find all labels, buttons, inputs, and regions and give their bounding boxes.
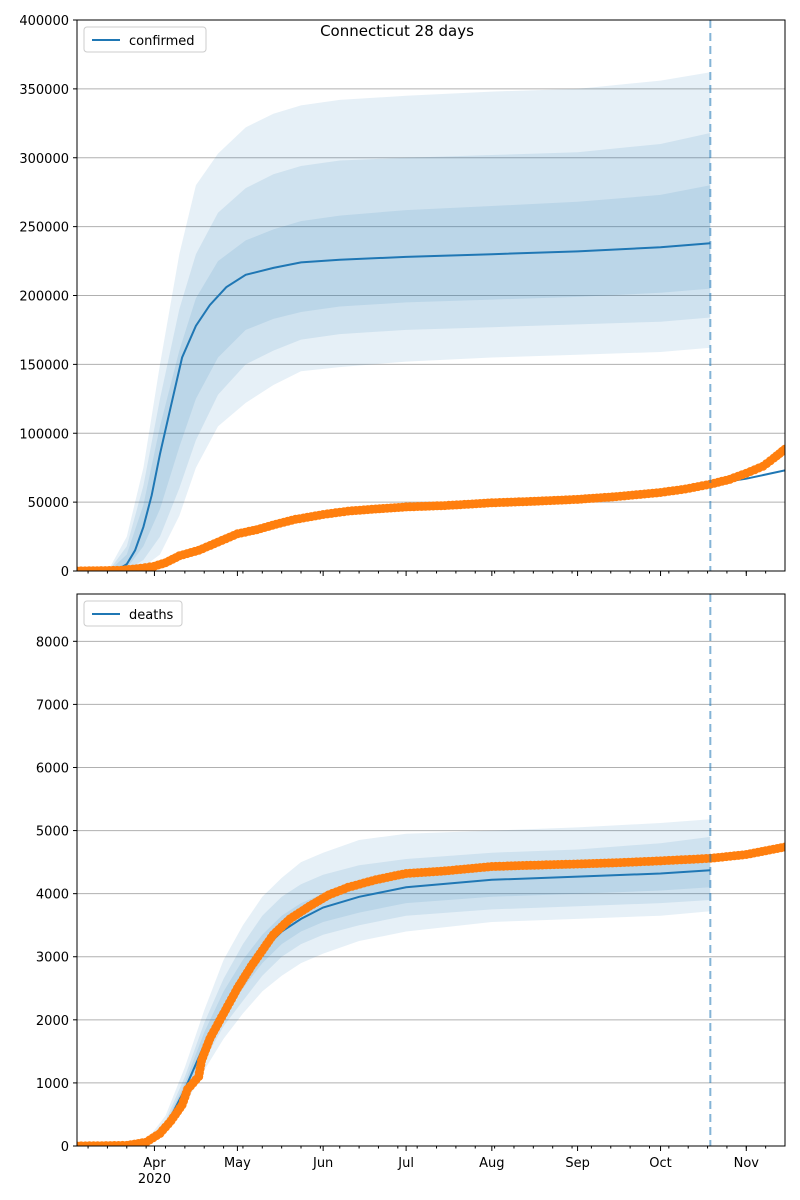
band-mid-area bbox=[77, 836, 711, 1146]
observed-point bbox=[780, 842, 785, 852]
confirmed-panel: 0 50000 100000 150000 200000 250000 300000 3500… bbox=[19, 14, 786, 580]
y-tick-label: 350000 bbox=[19, 83, 69, 98]
band-mid-area bbox=[77, 133, 711, 571]
plot-area bbox=[77, 72, 785, 571]
legend-label: deaths bbox=[129, 608, 174, 623]
chart-title: Connecticut 28 days bbox=[320, 22, 474, 40]
y-tick-label: 50000 bbox=[28, 496, 69, 511]
y-tick-label: 400000 bbox=[19, 14, 69, 29]
legend-box bbox=[83, 26, 207, 53]
y-tick-label: 8000 bbox=[36, 635, 69, 650]
y-tick-label: 200000 bbox=[19, 290, 69, 305]
x-tick-sublabel: 2020 bbox=[138, 1172, 171, 1187]
legend-box bbox=[83, 600, 183, 627]
y-tick-label: 300000 bbox=[19, 152, 69, 167]
y-tick-label: 1000 bbox=[36, 1077, 69, 1092]
x-tick-label: Oct bbox=[649, 1156, 671, 1171]
y-tick-label: 5000 bbox=[36, 825, 69, 840]
legend-label: confirmed bbox=[129, 34, 195, 49]
y-tick-label: 100000 bbox=[19, 427, 69, 442]
x-tick-label: Jun bbox=[312, 1156, 333, 1171]
plot-area bbox=[77, 819, 785, 1146]
y-tick-label: 0 bbox=[61, 1140, 69, 1155]
band-inner-area bbox=[77, 855, 711, 1146]
deaths-panel: 0 1000 2000 3000 4000 5000 6000 7000 8000 Apr2020… bbox=[36, 593, 786, 1187]
axes-frame bbox=[76, 593, 786, 1147]
model-line bbox=[77, 242, 711, 571]
x-tick-label: Jul bbox=[397, 1156, 414, 1171]
y-tick-label: 2000 bbox=[36, 1014, 69, 1029]
band-outer-area bbox=[77, 72, 711, 571]
y-tick-label: 7000 bbox=[36, 698, 69, 713]
y-tick-label: 6000 bbox=[36, 761, 69, 776]
observed-point bbox=[780, 444, 785, 454]
y-tick-label: 250000 bbox=[19, 221, 69, 236]
x-tick-label: May bbox=[224, 1156, 251, 1171]
y-tick-label: 3000 bbox=[36, 951, 69, 966]
y-tick-label: 150000 bbox=[19, 358, 69, 373]
legend: deaths bbox=[83, 600, 183, 627]
x-tick-label: Apr bbox=[143, 1156, 166, 1171]
x-tick-label: Aug bbox=[479, 1156, 504, 1171]
legend: confirmed bbox=[83, 26, 207, 53]
x-tick-label: Nov bbox=[734, 1156, 760, 1171]
y-tick-label: 4000 bbox=[36, 888, 69, 903]
band-outer-area bbox=[77, 819, 711, 1146]
y-tick-label: 0 bbox=[61, 565, 69, 580]
x-tick-label: Sep bbox=[565, 1156, 590, 1171]
